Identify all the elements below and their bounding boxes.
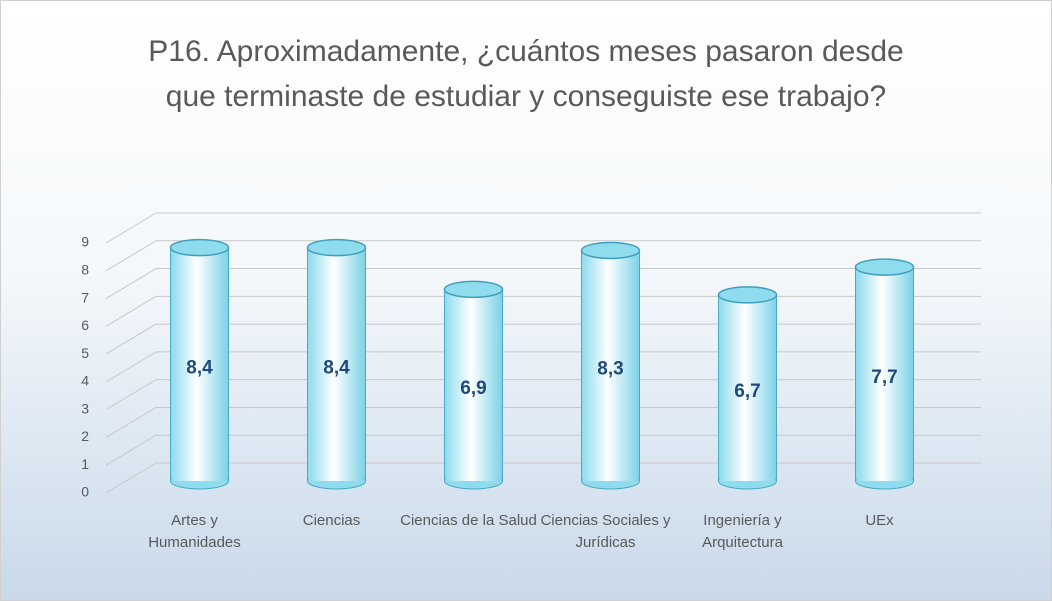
- bar-cover: [582, 250, 639, 481]
- bar-cover: [308, 247, 365, 481]
- y-tick-label: 3: [81, 400, 89, 416]
- grid-line: [105, 351, 157, 383]
- bar-cover: [445, 289, 502, 481]
- y-tick-label: 8: [81, 261, 89, 277]
- bar-cover: [856, 267, 913, 481]
- bar-cover: [171, 247, 228, 481]
- bar-cover: [719, 294, 776, 481]
- data-label: 8,4: [323, 357, 350, 378]
- grid-line: [105, 323, 157, 355]
- grid-line: [105, 379, 157, 411]
- grid-line: [105, 268, 157, 299]
- x-tick-label: Ciencias: [302, 512, 361, 529]
- grid-line: [105, 212, 157, 244]
- x-tick-label: Ingeniería y Arquitectura: [702, 512, 783, 551]
- bar-top: [717, 286, 778, 304]
- data-label: 6,7: [734, 381, 760, 402]
- grid-line: [105, 407, 157, 438]
- bar-top: [443, 280, 504, 299]
- bar-top: [854, 258, 915, 276]
- x-tick-label: UEx: [865, 512, 894, 529]
- grid-line: [105, 295, 157, 327]
- grid-line: [105, 434, 157, 466]
- y-tick-label: 5: [81, 345, 89, 361]
- bar-top: [306, 238, 367, 257]
- data-label: 8,4: [186, 357, 213, 378]
- x-tick-label: Ciencias Sociales y Jurídicas: [540, 512, 671, 551]
- grid-line: [105, 462, 157, 494]
- y-tick-label: 7: [81, 289, 89, 305]
- bar-top: [580, 241, 641, 260]
- y-tick-label: 2: [81, 428, 89, 444]
- y-tick-label: 6: [81, 317, 89, 333]
- y-tick-label: 1: [81, 456, 89, 472]
- x-tick-label: Artes y Humanidades: [148, 512, 241, 551]
- bar-top: [169, 238, 230, 257]
- data-label: 8,3: [597, 359, 623, 380]
- y-tick-label: 4: [81, 373, 89, 389]
- y-tick-label: 9: [81, 234, 89, 250]
- y-tick-label: 0: [81, 484, 89, 500]
- grid-line: [105, 240, 157, 272]
- x-tick-label: Ciencias de la Salud: [400, 512, 537, 529]
- data-label: 7,7: [871, 367, 897, 388]
- chart-title: P16. Aproximadamente, ¿cuántos meses pas…: [148, 35, 904, 113]
- data-label: 6,9: [460, 378, 486, 399]
